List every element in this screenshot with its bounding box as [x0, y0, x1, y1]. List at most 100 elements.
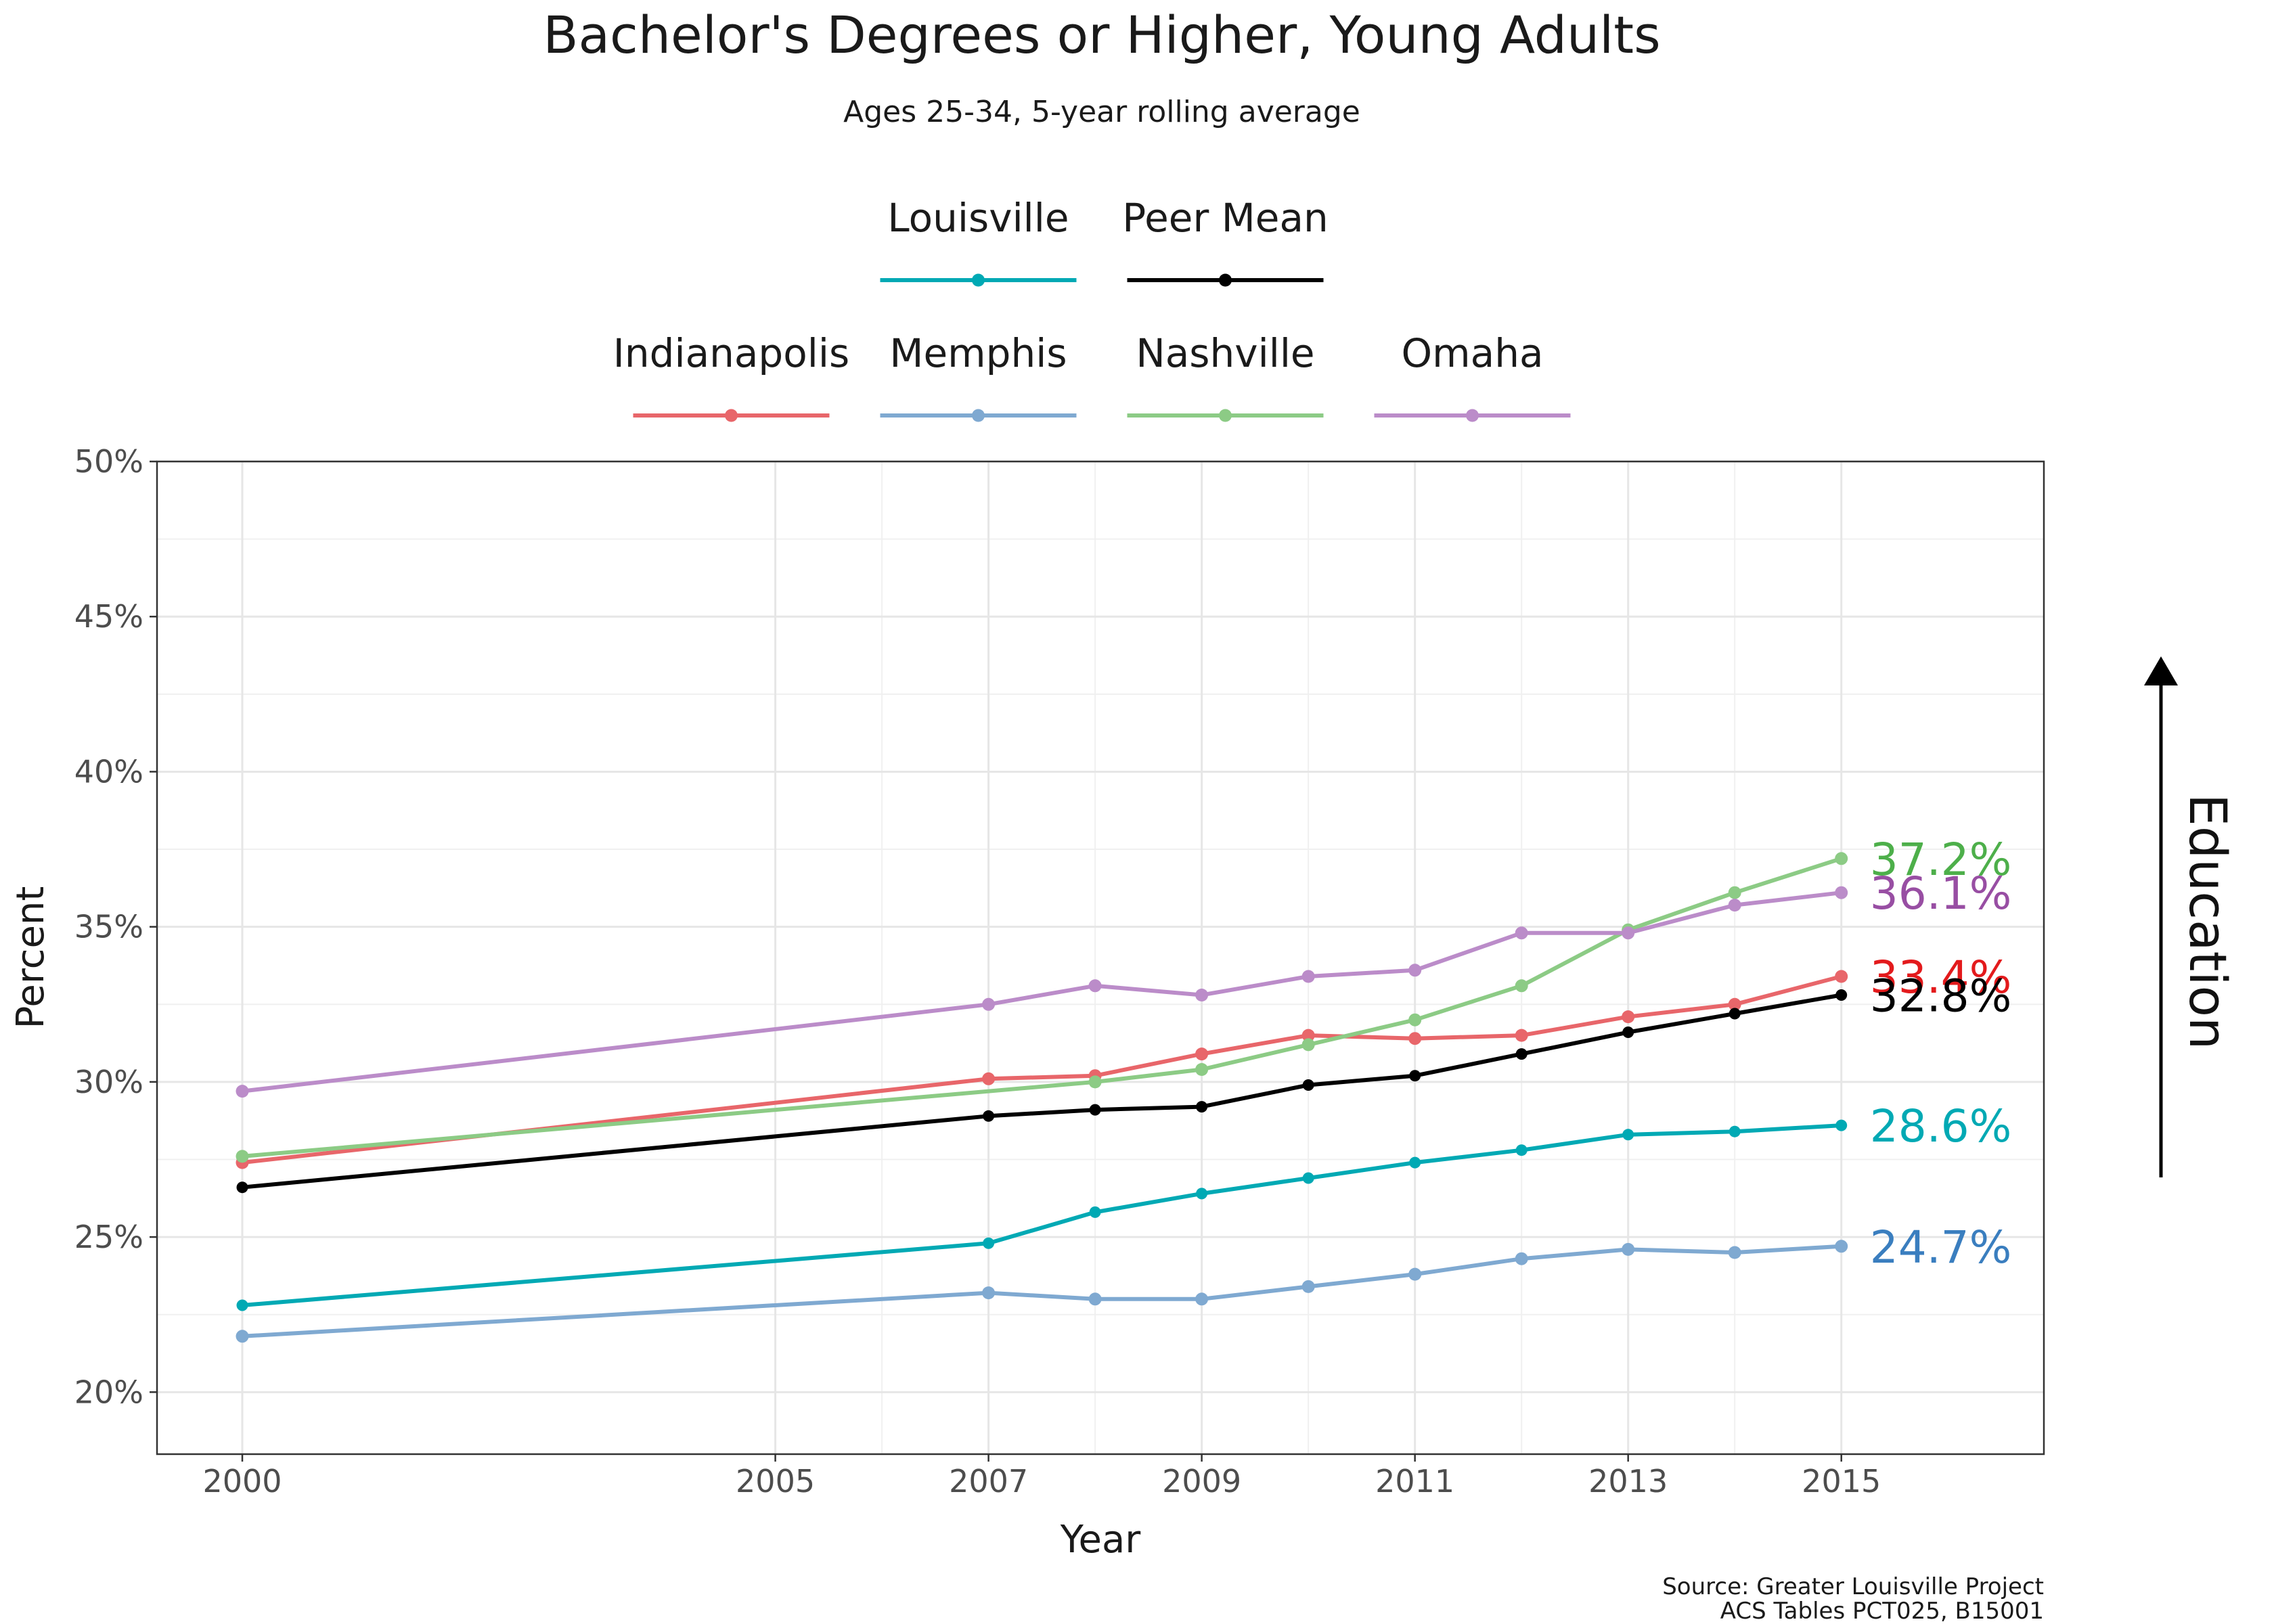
- data-point-omaha: [1195, 989, 1209, 1001]
- arrow-head-icon: [2144, 656, 2178, 685]
- data-point-nashville: [1408, 1013, 1422, 1027]
- series-peer-mean: [236, 989, 1848, 1194]
- legend-item-omaha: Omaha: [1374, 330, 1571, 422]
- series-louisville: [236, 1119, 1848, 1311]
- legend-item-memphis: Memphis: [880, 330, 1077, 422]
- y-tick-label: 20%: [74, 1374, 143, 1410]
- end-label-indianapolis: 33.4%: [1870, 951, 2012, 1003]
- data-point-nashville: [1301, 1038, 1315, 1052]
- data-point-omaha: [1728, 899, 1741, 912]
- legend-item-indianapolis: Indianapolis: [613, 330, 849, 422]
- series-lines: [236, 852, 1848, 1343]
- data-point-louisville: [1196, 1188, 1208, 1200]
- end-label-nashville: 37.2%: [1870, 834, 2012, 886]
- x-tick-label: 2013: [1588, 1463, 1668, 1499]
- education-label: Education: [2178, 794, 2238, 1050]
- series-omaha: [236, 886, 1848, 1098]
- end-label-omaha: 36.1%: [1870, 867, 2012, 920]
- data-point-peer-mean: [1409, 1070, 1421, 1082]
- data-point-peer-mean: [236, 1181, 248, 1194]
- series-line-peer-mean: [240, 993, 1844, 1190]
- y-tick-label: 30%: [74, 1064, 143, 1100]
- legend-label-omaha: Omaha: [1402, 330, 1544, 376]
- y-tick-label: 40%: [74, 753, 143, 790]
- data-point-omaha: [982, 997, 996, 1011]
- end-label-peer-mean: 32.8%: [1870, 970, 2012, 1022]
- data-point-omaha: [236, 1085, 249, 1098]
- data-point-louisville: [1089, 1206, 1101, 1218]
- legend-item-louisville: Louisville: [880, 195, 1077, 287]
- legend-label-nashville: Nashville: [1136, 330, 1314, 376]
- series-line-indianapolis: [240, 974, 1844, 1165]
- legend-item-peer-mean: Peer Mean: [1122, 195, 1329, 287]
- data-point-peer-mean: [1089, 1104, 1101, 1116]
- data-point-omaha: [1622, 926, 1635, 940]
- data-point-louisville: [1409, 1156, 1421, 1169]
- legend-label-memphis: Memphis: [889, 330, 1067, 376]
- data-point-memphis: [1515, 1252, 1528, 1265]
- data-point-memphis: [1408, 1267, 1422, 1281]
- data-point-indianapolis: [982, 1072, 996, 1085]
- y-tick-label: 35%: [74, 909, 143, 945]
- axes: 20% 25% 30% 35% 40% 45% 50% 2000 2005 2007 2009 201…: [74, 443, 1881, 1499]
- y-axis-title: Percent: [9, 886, 53, 1029]
- data-point-indianapolis: [1515, 1029, 1528, 1042]
- data-point-peer-mean: [983, 1110, 995, 1122]
- series-memphis: [236, 1240, 1848, 1343]
- data-point-indianapolis: [1622, 1010, 1635, 1024]
- data-point-omaha: [1408, 964, 1422, 977]
- data-point-peer-mean: [1196, 1101, 1208, 1113]
- series-line-louisville: [240, 1123, 1844, 1307]
- data-point-nashville: [1515, 979, 1528, 993]
- data-point-memphis: [1728, 1246, 1741, 1259]
- data-point-louisville: [1622, 1129, 1634, 1141]
- y-tick-label: 25%: [74, 1219, 143, 1255]
- data-point-indianapolis: [1408, 1032, 1422, 1045]
- gridlines: [157, 460, 2044, 1454]
- data-point-indianapolis: [1301, 1029, 1315, 1042]
- legend-key-point-memphis: [972, 409, 985, 422]
- legend: Louisville Peer Mean Indianapolis Memphis Na…: [613, 195, 1571, 422]
- legend-key-point-nashville: [1219, 409, 1232, 422]
- data-point-peer-mean: [1622, 1027, 1634, 1038]
- legend-key-point-peer-mean: [1219, 273, 1232, 287]
- data-point-omaha: [1301, 970, 1315, 983]
- series-nashville: [236, 852, 1848, 1163]
- legend-label-louisville: Louisville: [887, 195, 1069, 241]
- data-point-peer-mean: [1515, 1048, 1528, 1060]
- data-point-memphis: [1195, 1292, 1209, 1306]
- data-point-louisville: [1302, 1172, 1314, 1184]
- end-label-memphis: 24.7%: [1870, 1221, 2012, 1273]
- data-point-indianapolis: [1195, 1047, 1209, 1061]
- x-tick-label: 2015: [1802, 1463, 1881, 1499]
- y-tick-label: 50%: [74, 443, 143, 480]
- plot-panel-border: [156, 460, 2045, 1456]
- data-point-peer-mean: [1302, 1079, 1314, 1091]
- data-point-memphis: [236, 1330, 249, 1343]
- data-point-louisville: [1835, 1119, 1848, 1131]
- data-point-indianapolis: [1835, 970, 1848, 983]
- data-point-nashville: [1088, 1075, 1102, 1089]
- legend-item-nashville: Nashville: [1127, 330, 1324, 422]
- legend-key-point-indianapolis: [725, 409, 738, 422]
- x-tick-label: 2007: [949, 1463, 1028, 1499]
- data-point-louisville: [983, 1237, 995, 1249]
- x-tick-label: 2009: [1162, 1463, 1241, 1499]
- data-point-memphis: [1301, 1280, 1315, 1293]
- source-caption-line-2: ACS Tables PCT025, B15001: [1720, 1598, 2044, 1624]
- series-line-memphis: [240, 1244, 1844, 1338]
- data-point-omaha: [1515, 926, 1528, 940]
- data-point-peer-mean: [1835, 989, 1848, 1001]
- data-point-nashville: [1835, 852, 1848, 865]
- y-tick-label: 45%: [74, 598, 143, 635]
- data-point-omaha: [1835, 886, 1848, 899]
- data-point-memphis: [1835, 1240, 1848, 1253]
- x-tick-label: 2005: [736, 1463, 815, 1499]
- legend-key-point-louisville: [972, 273, 985, 287]
- data-point-nashville: [236, 1150, 249, 1163]
- data-point-nashville: [1728, 886, 1741, 899]
- data-point-omaha: [1088, 979, 1102, 993]
- legend-key-point-omaha: [1466, 409, 1479, 422]
- side-annotation: Education: [2144, 656, 2238, 1177]
